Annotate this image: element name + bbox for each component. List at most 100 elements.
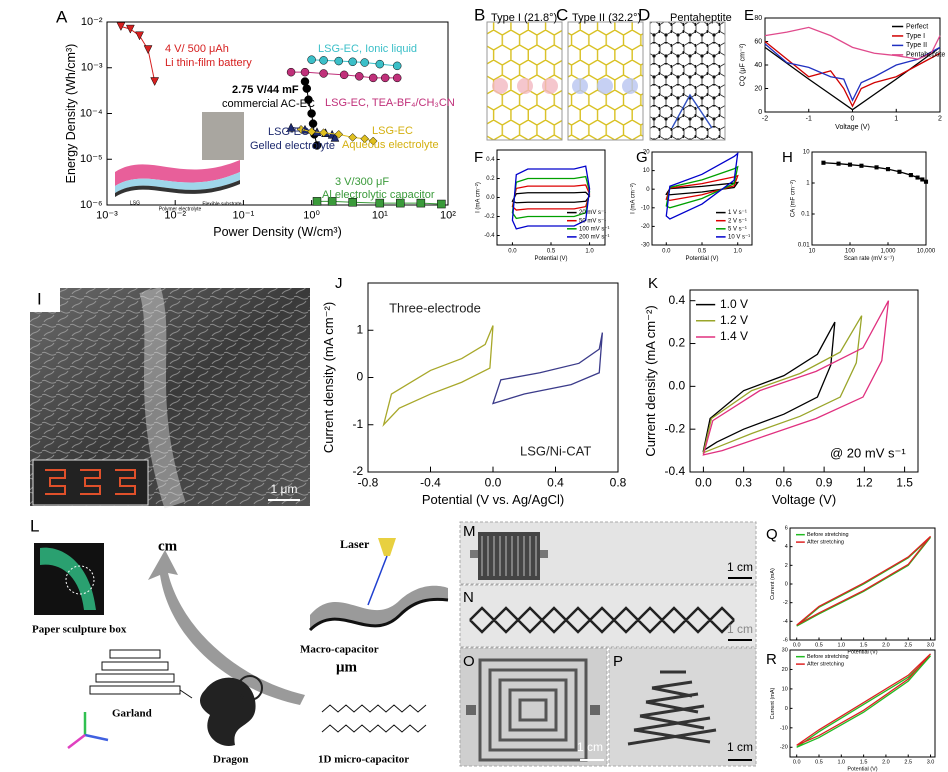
legend-label: Pentaheptite xyxy=(906,52,945,59)
x-tick-label: 0.5 xyxy=(815,643,823,649)
series-line xyxy=(511,184,591,211)
plot-frame xyxy=(789,649,936,758)
series-label: commercial AC-EC xyxy=(222,98,315,110)
panel-letter: I xyxy=(37,289,42,308)
y-tick-label: 10⁻⁶ xyxy=(80,199,103,211)
caption: 1D micro-capacitor xyxy=(318,754,409,766)
layer xyxy=(115,180,240,197)
marker xyxy=(143,45,153,55)
caption: Type I (21.8°) xyxy=(491,12,557,24)
panel-letter: E xyxy=(744,7,754,24)
y-tick-label: 4 xyxy=(785,544,788,550)
marker xyxy=(307,109,316,118)
series-line xyxy=(764,46,941,111)
y-axis-label: CQ (μF cm⁻²) xyxy=(739,44,746,87)
panel-letter: P xyxy=(613,653,623,670)
marker xyxy=(392,73,402,83)
x-tick-label: 0 xyxy=(851,115,855,122)
x-tick-label: 0.5 xyxy=(547,248,556,254)
legend-label: Type II xyxy=(906,42,927,49)
x-tick-label: 0.3 xyxy=(735,476,752,490)
annotation: 4 V/ 500 μAh xyxy=(165,43,229,55)
x-tick-label: 2.0 xyxy=(882,643,890,649)
panel-letter: Q xyxy=(766,526,778,543)
marker xyxy=(859,163,864,168)
y-tick-label: 80 xyxy=(754,15,762,22)
x-axis-label: Voltage (V) xyxy=(772,492,836,507)
marker xyxy=(885,167,891,172)
caption: μm xyxy=(336,659,358,675)
y-tick-label: 0.1 xyxy=(801,212,810,218)
x-tick-label: 1.5 xyxy=(860,760,868,766)
y-tick-label: 40 xyxy=(754,62,762,69)
x-tick-label: 1.0 xyxy=(837,760,845,766)
pad xyxy=(466,705,476,715)
x-tick-label: 100 xyxy=(845,248,856,254)
dragon-icon xyxy=(200,677,256,746)
scale-label: 1 μm xyxy=(271,482,298,496)
series-line xyxy=(665,165,739,209)
y-tick-label: -0.2 xyxy=(665,421,686,435)
fiber-bundle xyxy=(139,286,186,509)
marker xyxy=(416,198,426,208)
y-tick-label: 0 xyxy=(785,581,788,587)
y-tick-label: 20 xyxy=(754,85,762,92)
legend-label: Before stretching xyxy=(807,532,849,538)
x-axis-label: Voltage (V) xyxy=(835,124,870,131)
panel-letter: N xyxy=(463,589,474,606)
series-line xyxy=(511,175,591,220)
marker xyxy=(375,59,385,69)
x-tick-label: 1.5 xyxy=(860,643,868,649)
legend-label: After stretching xyxy=(807,662,844,668)
panel-c: C Type II (32.2°) xyxy=(556,5,644,141)
marker xyxy=(923,179,929,184)
panel-letter: K xyxy=(648,275,658,292)
caption: Dragon xyxy=(213,754,248,766)
series-line xyxy=(764,43,941,102)
x-axis-label: Potential (V) xyxy=(685,256,718,262)
legend-label: 200 mV s⁻¹ xyxy=(579,234,610,240)
marker xyxy=(380,73,390,83)
x-tick-label: 3.0 xyxy=(927,760,935,766)
legend-label: 1.0 V xyxy=(720,297,748,311)
panel-letter: G xyxy=(636,149,648,166)
device xyxy=(478,532,540,580)
series-line xyxy=(665,151,739,220)
panel-letter: H xyxy=(782,149,793,166)
panel-letter: F xyxy=(474,149,483,166)
x-tick-label: -2 xyxy=(762,115,768,122)
micro-line xyxy=(321,724,427,733)
plot-frame xyxy=(811,151,927,246)
panel-b: B Type I (21.8°) xyxy=(474,5,563,141)
marker xyxy=(300,67,310,77)
marker xyxy=(368,136,378,146)
marker xyxy=(847,162,853,167)
x-tick-label: -0.8 xyxy=(358,476,379,490)
annotation: LSG/Ni-CAT xyxy=(520,443,591,458)
y-tick-label: -30 xyxy=(641,243,650,249)
y-axis-label: I (mA cm⁻²) xyxy=(475,182,481,213)
x-tick-label: -0.4 xyxy=(420,476,441,490)
laser-beam xyxy=(367,555,388,606)
x-axis-label: Scan rate (mV s⁻¹) xyxy=(844,256,894,262)
layer xyxy=(115,160,240,186)
y-axis-label: CA (mF cm⁻²) xyxy=(790,180,796,217)
x-tick-label: 1.2 xyxy=(856,476,873,490)
x-tick-label: 3.0 xyxy=(927,643,935,649)
marker xyxy=(334,130,344,139)
defect xyxy=(542,78,558,94)
marker xyxy=(920,177,925,182)
caption: Pentaheptite xyxy=(670,12,732,24)
marker xyxy=(302,84,312,93)
scale-label: 1 cm xyxy=(727,622,753,636)
marker xyxy=(908,173,913,178)
x-tick-label: 1.5 xyxy=(896,476,913,490)
x-tick-label: 0.0 xyxy=(793,643,801,649)
marker xyxy=(319,56,328,65)
marker xyxy=(307,127,316,137)
x-tick-label: 2 xyxy=(938,115,942,122)
lattice xyxy=(649,21,726,141)
photo xyxy=(202,112,244,160)
y-tick-label: -4 xyxy=(783,619,788,625)
plot-frame xyxy=(689,289,919,473)
